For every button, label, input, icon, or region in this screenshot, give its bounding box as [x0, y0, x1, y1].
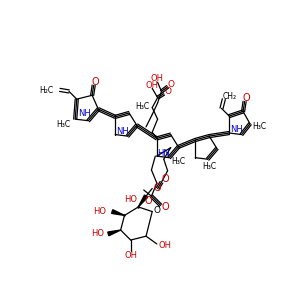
Text: OH: OH	[158, 241, 171, 250]
Text: HO: HO	[93, 207, 106, 216]
Text: H₃C: H₃C	[202, 162, 216, 171]
Text: HO: HO	[91, 230, 104, 238]
Text: OH: OH	[124, 251, 137, 260]
Text: O: O	[242, 93, 250, 103]
Text: NH: NH	[230, 125, 243, 134]
Text: O: O	[164, 87, 171, 96]
Text: CH₂: CH₂	[222, 92, 236, 100]
Polygon shape	[138, 195, 148, 207]
Text: OH: OH	[146, 81, 159, 90]
Text: O: O	[161, 174, 169, 184]
Text: H₃C: H₃C	[171, 157, 185, 166]
Text: O: O	[92, 77, 99, 87]
Text: H₃C: H₃C	[252, 122, 266, 131]
Text: NH: NH	[78, 109, 91, 118]
Text: HO: HO	[124, 195, 137, 204]
Text: H₃C: H₃C	[57, 120, 71, 129]
Text: H₂C: H₂C	[39, 86, 53, 95]
Text: NH: NH	[116, 127, 129, 136]
Text: OH: OH	[150, 74, 163, 83]
Text: O: O	[153, 206, 160, 215]
Polygon shape	[108, 230, 121, 236]
Text: O: O	[145, 196, 152, 206]
Text: O: O	[154, 184, 161, 194]
Polygon shape	[112, 210, 124, 215]
Text: H₃C: H₃C	[135, 102, 149, 111]
Text: HN: HN	[158, 148, 170, 158]
Text: O: O	[161, 202, 169, 212]
Text: O: O	[168, 80, 175, 89]
